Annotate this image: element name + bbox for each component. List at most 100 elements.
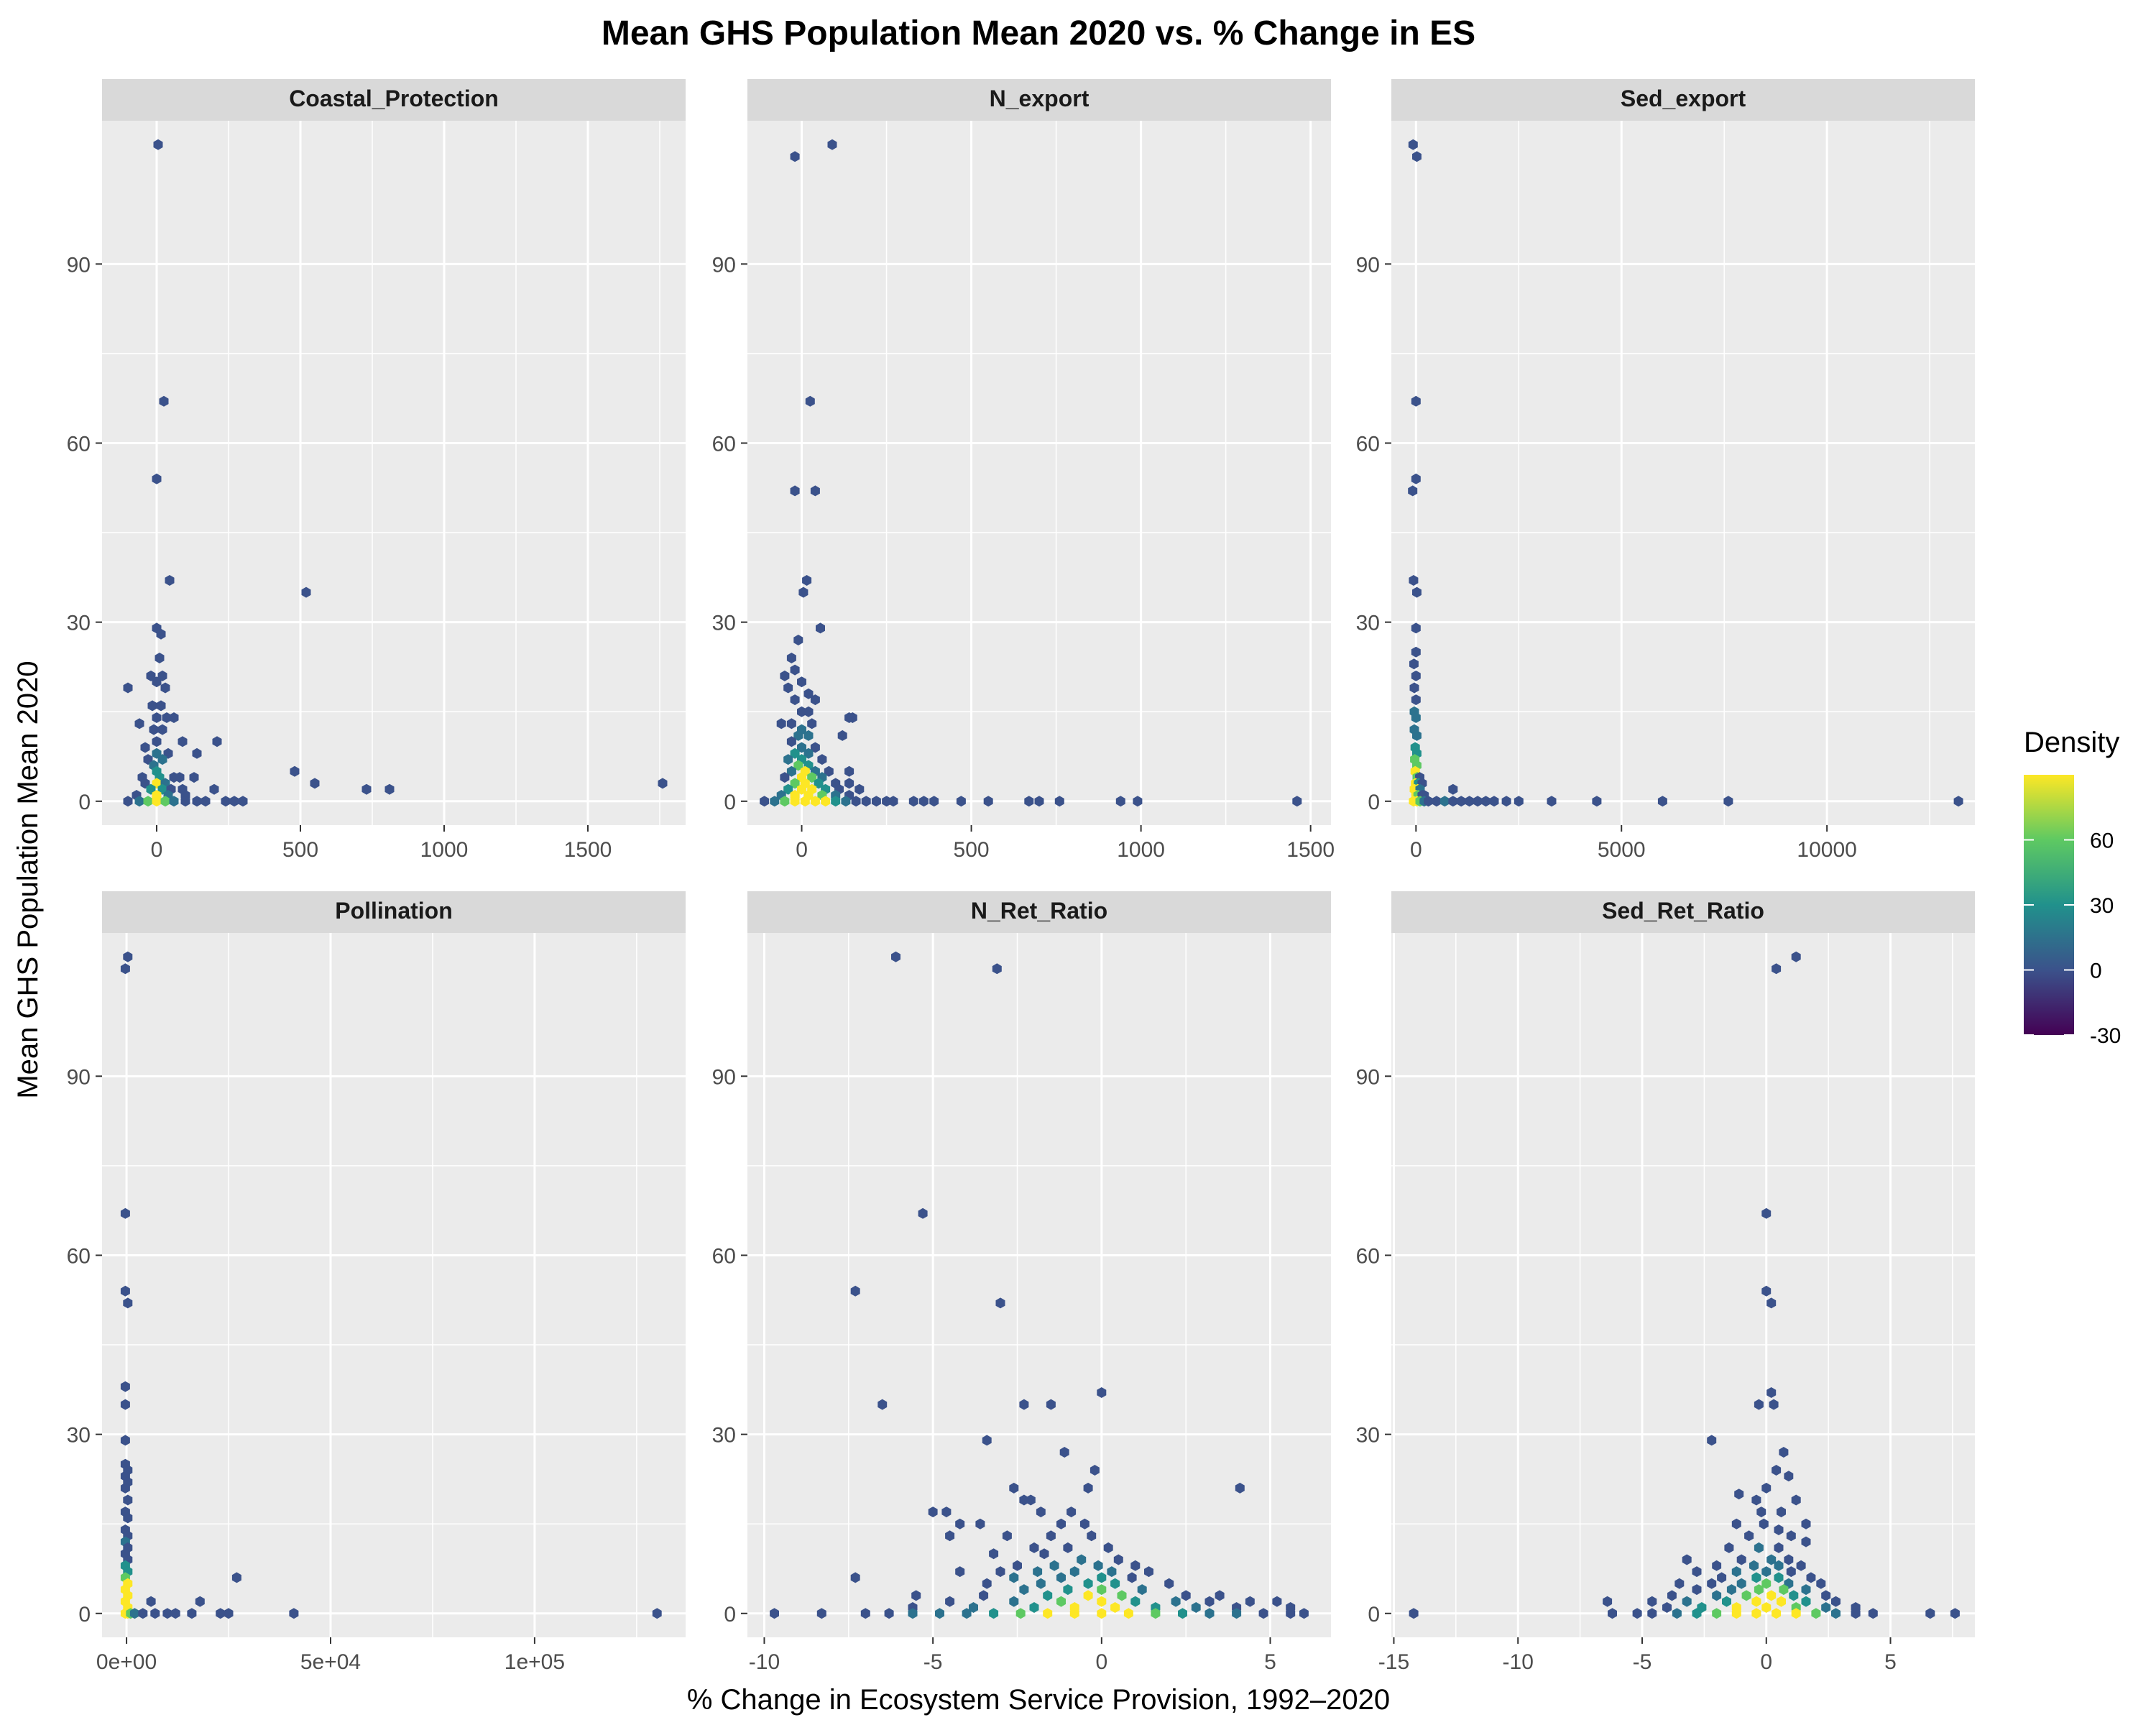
hexbin-layer	[770, 951, 1309, 1619]
hexbin-cell	[1692, 1584, 1702, 1596]
hexbin-cell	[1608, 1608, 1617, 1619]
hexbin-cell	[1097, 1596, 1107, 1607]
hexbin-cell	[1043, 1590, 1053, 1601]
hexbin-layer	[1409, 951, 1960, 1619]
hexbin-cell	[149, 724, 159, 735]
hexbin-cell	[1784, 1554, 1794, 1565]
hexbin-cell	[962, 1608, 972, 1619]
hexbin-cell	[1087, 1530, 1097, 1542]
panel-background	[747, 121, 1331, 825]
hexbin-cell	[143, 796, 153, 807]
hexbin-cell	[162, 712, 172, 723]
hexbin-cell	[1097, 1584, 1107, 1596]
facet-strip-label: N_export	[990, 86, 1089, 111]
hexbin-cell	[123, 1494, 133, 1506]
facet-strip	[747, 891, 1331, 933]
hexbin-cell	[982, 1578, 992, 1589]
hexbin-cell	[1632, 1608, 1642, 1619]
hexbin-cell	[169, 796, 179, 807]
hexbin-cell	[786, 653, 796, 663]
hexbin-cell	[1024, 796, 1034, 807]
hexbin-cell	[770, 796, 780, 807]
hexbin-cell	[979, 1590, 989, 1601]
hexbin-cell	[1067, 1506, 1077, 1518]
y-tick-label: 30	[1356, 1424, 1380, 1448]
x-tick-label: 0e+00	[96, 1650, 157, 1674]
hexbin-cell	[1774, 1524, 1784, 1535]
hexbin-cell	[1077, 1554, 1087, 1565]
hexbin-cell	[1063, 1542, 1073, 1553]
y-tick-label: 0	[724, 791, 736, 814]
y-tick-label: 90	[712, 253, 736, 277]
hexbin-cell	[1647, 1596, 1657, 1607]
hexbin-cell	[1083, 1482, 1093, 1494]
hexbin-cell	[1712, 1560, 1722, 1571]
hexbin-cell	[120, 963, 130, 975]
hexbin-cell	[1439, 796, 1450, 807]
hexbin-cell	[1019, 1584, 1029, 1596]
facet-strip	[1391, 79, 1975, 121]
hexbin-cell	[134, 796, 144, 807]
legend-tick-label: 30	[2090, 894, 2114, 918]
y-tick-label: 90	[67, 253, 91, 277]
hexbin-cell	[1049, 1560, 1059, 1571]
y-tick-label: 30	[67, 1424, 91, 1448]
hexbin-cell	[146, 1596, 156, 1607]
hexbin-cell	[1103, 1542, 1113, 1553]
hexbin-cell	[1448, 783, 1458, 795]
hexbin-cell	[120, 1482, 130, 1494]
hexbin-cell	[797, 783, 806, 795]
hexbin-cell	[165, 575, 175, 586]
hexbin-cell	[1144, 1566, 1153, 1578]
hexbin-cell	[1015, 1608, 1026, 1619]
hexbin-cell	[1831, 1596, 1841, 1607]
hexbin-cell	[1722, 1596, 1731, 1607]
x-tick-label: 0	[1760, 1650, 1772, 1674]
hexbin-cell	[1117, 1590, 1127, 1601]
hexbin-cell	[123, 796, 133, 807]
hexbin-cell	[1772, 1465, 1782, 1476]
hexbin-cell	[1029, 1602, 1039, 1613]
hexbin-cell	[1063, 1584, 1073, 1596]
hexbin-cell	[1692, 1566, 1702, 1578]
y-tick-label: 0	[78, 1603, 91, 1627]
hexbin-cell	[201, 796, 211, 807]
hexbin-cell	[1412, 730, 1422, 741]
hexbin-cell	[797, 742, 806, 753]
hexbin-cell	[817, 754, 827, 765]
hexbin-cell	[1816, 1578, 1826, 1589]
hexbin-cell	[1707, 1435, 1717, 1446]
hexbin-cell	[231, 1572, 241, 1583]
hexbin-cell	[1448, 796, 1458, 807]
y-tick-label: 90	[1356, 1065, 1380, 1089]
hexbin-cell	[1411, 395, 1421, 407]
x-tick-label: -10	[1503, 1650, 1534, 1674]
facet-strip-label: Coastal_Protection	[289, 86, 499, 111]
hexbin-cell	[153, 139, 163, 150]
hexbin-cell	[918, 1208, 928, 1219]
hexbin-cell	[1796, 1560, 1806, 1571]
legend-tick-label: 0	[2090, 960, 2102, 983]
hexbin-cell	[1083, 1590, 1093, 1601]
hexbin-cell	[1036, 1578, 1046, 1589]
hexbin-cell	[1409, 1608, 1419, 1619]
hexbin-cell	[1127, 1572, 1137, 1583]
hexbin-cell	[1115, 796, 1125, 807]
hexbin-cell	[129, 1608, 139, 1619]
facet-strip-label: Sed_Ret_Ratio	[1602, 898, 1764, 924]
hexbin-cell	[1412, 151, 1422, 162]
x-tick-label: 500	[282, 838, 318, 862]
hexbin-cell	[1411, 473, 1421, 484]
hexbin-cell	[1925, 1608, 1935, 1619]
panel-coastal-protection: Coastal_Protection 0 30 60 90 0 500 1000 1500	[67, 79, 686, 862]
hexbin-cell	[1592, 796, 1602, 807]
hexbin-cell	[1682, 1554, 1692, 1565]
hexbin-cell	[147, 700, 157, 712]
hexbin-cell	[969, 1602, 978, 1613]
hexbin-cell	[301, 586, 311, 598]
hexbin-cell	[908, 796, 918, 807]
hexbin-cell	[854, 783, 865, 795]
hexbin-cell	[216, 1608, 226, 1619]
x-tick-label: 0	[1410, 838, 1422, 862]
